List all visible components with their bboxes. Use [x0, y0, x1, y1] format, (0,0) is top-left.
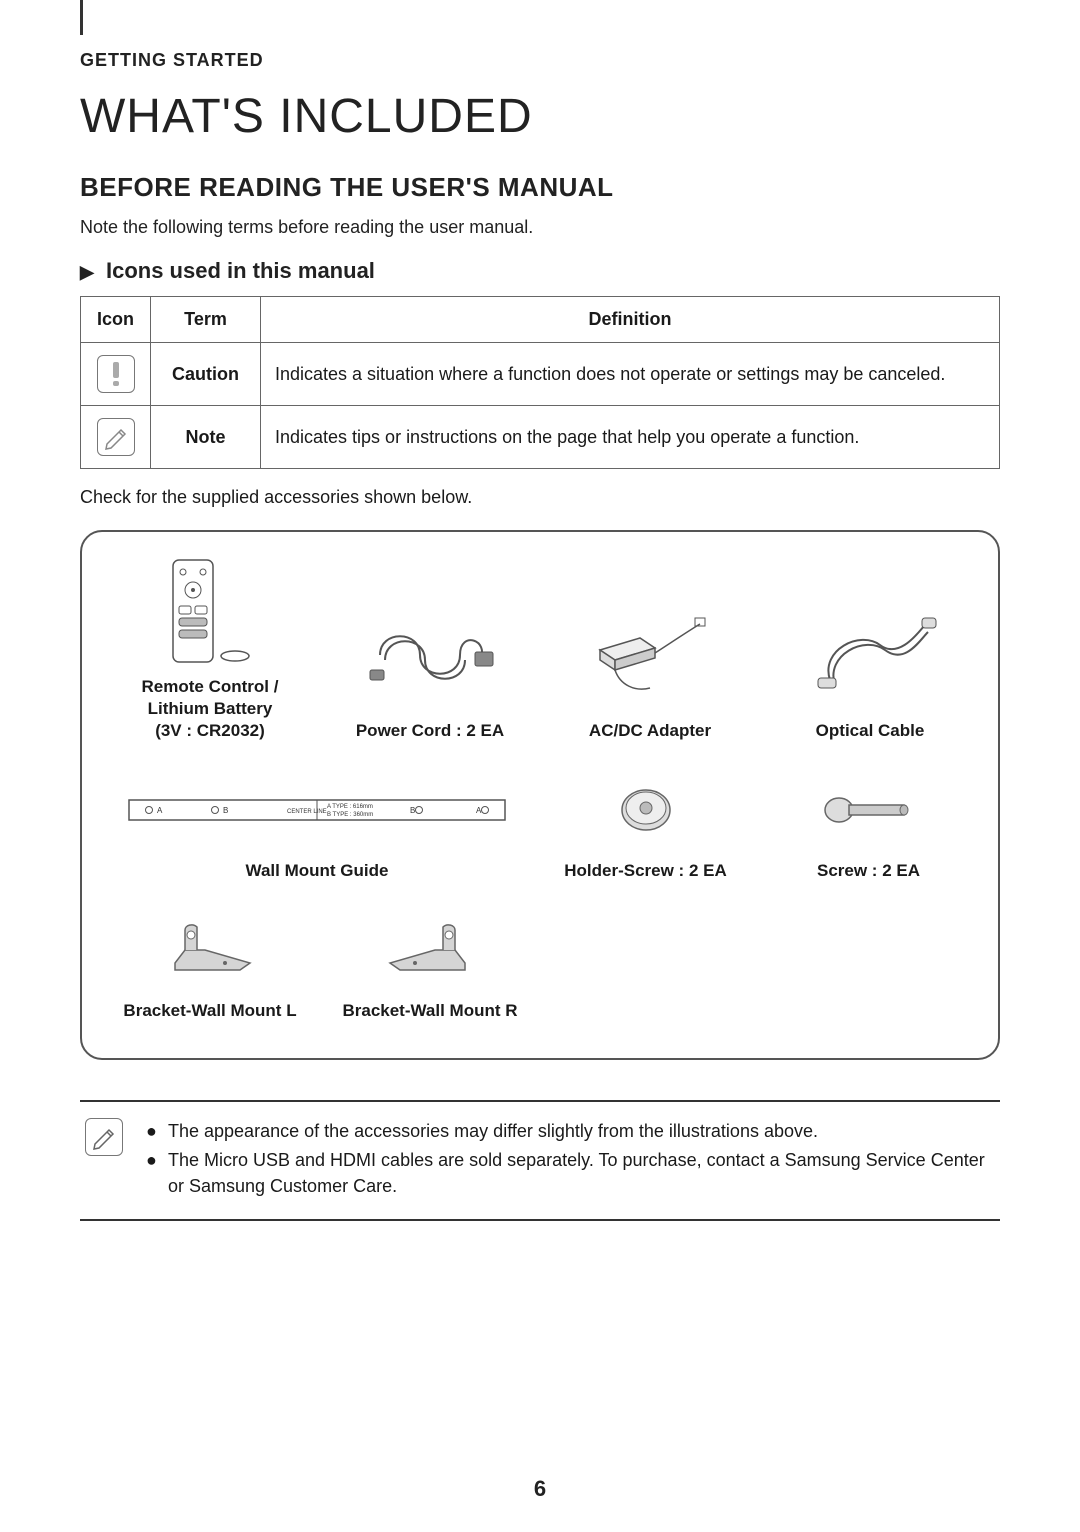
svg-text:B: B	[410, 806, 415, 815]
power-cord-label: Power Cord : 2 EA	[356, 720, 504, 742]
accessory-adapter: AC/DC Adapter	[540, 596, 760, 746]
note-def: Indicates tips or instructions on the pa…	[261, 406, 1000, 469]
svg-text:A: A	[157, 806, 163, 815]
accessory-bracket-r: Bracket-Wall Mount R	[320, 906, 540, 1026]
bracket-r-icon	[326, 910, 534, 990]
accessories-box: Remote Control / Lithium Battery (3V : C…	[80, 530, 1000, 1060]
note-block: ●The appearance of the accessories may d…	[80, 1100, 1000, 1220]
caution-icon-cell	[81, 343, 151, 406]
note-icon	[85, 1118, 123, 1156]
note-text: ●The appearance of the accessories may d…	[146, 1118, 1000, 1200]
accessories-row-3: Bracket-Wall Mount L Bracket-Wall Mount …	[100, 906, 980, 1026]
th-icon: Icon	[81, 297, 151, 343]
accessory-optical-cable: Optical Cable	[760, 596, 980, 746]
accessory-screw: Screw : 2 EA	[757, 766, 980, 886]
optical-cable-icon	[766, 600, 974, 710]
note-bullet-1: The appearance of the accessories may di…	[168, 1118, 818, 1144]
optical-cable-label: Optical Cable	[816, 720, 925, 742]
power-cord-icon	[326, 600, 534, 710]
wall-mount-guide-label: Wall Mount Guide	[246, 860, 389, 882]
svg-text:A: A	[476, 806, 482, 815]
accessory-remote: Remote Control / Lithium Battery (3V : C…	[100, 552, 320, 746]
remote-label: Remote Control / Lithium Battery (3V : C…	[142, 676, 279, 742]
accessories-row-1: Remote Control / Lithium Battery (3V : C…	[100, 552, 980, 746]
th-definition: Definition	[261, 297, 1000, 343]
adapter-icon	[546, 600, 754, 710]
svg-text:CENTER LINE: CENTER LINE	[287, 809, 327, 815]
accessory-holder-screw: Holder-Screw : 2 EA	[534, 766, 757, 886]
empty-cell	[760, 1018, 980, 1026]
accessory-power-cord: Power Cord : 2 EA	[320, 596, 540, 746]
svg-text:B: B	[223, 806, 228, 815]
note-icon-cell	[81, 406, 151, 469]
adapter-label: AC/DC Adapter	[589, 720, 711, 742]
note-bullet-2: The Micro USB and HDMI cables are sold s…	[168, 1147, 1000, 1199]
svg-text:A TYPE : 616mm: A TYPE : 616mm	[327, 804, 373, 810]
caution-term: Caution	[151, 343, 261, 406]
section-label: GETTING STARTED	[80, 50, 1000, 71]
intro-text: Note the following terms before reading …	[80, 217, 1000, 238]
page-number: 6	[0, 1476, 1080, 1502]
accessory-wall-mount-guide: A B CENTER LINE A TYPE : 616mm B TYPE : …	[100, 766, 534, 886]
icon-definition-table: Icon Term Definition Caution Indicates a…	[80, 296, 1000, 469]
table-row: Note Indicates tips or instructions on t…	[81, 406, 1000, 469]
icons-heading: ▶ Icons used in this manual	[80, 258, 1000, 284]
icons-heading-text: Icons used in this manual	[106, 258, 375, 283]
remote-icon	[106, 556, 314, 666]
sub-heading: BEFORE READING THE USER'S MANUAL	[80, 172, 1000, 203]
table-row: Caution Indicates a situation where a fu…	[81, 343, 1000, 406]
bracket-r-label: Bracket-Wall Mount R	[342, 1000, 517, 1022]
triangle-icon: ▶	[80, 262, 94, 282]
accessories-row-2: A B CENTER LINE A TYPE : 616mm B TYPE : …	[100, 766, 980, 886]
wall-mount-guide-icon: A B CENTER LINE A TYPE : 616mm B TYPE : …	[106, 770, 528, 850]
screw-icon	[763, 770, 974, 850]
screw-label: Screw : 2 EA	[817, 860, 920, 882]
th-term: Term	[151, 297, 261, 343]
caution-def: Indicates a situation where a function d…	[261, 343, 1000, 406]
holder-screw-icon	[540, 770, 751, 850]
svg-text:B TYPE : 360mm: B TYPE : 360mm	[327, 812, 373, 818]
note-icon	[97, 418, 135, 456]
bracket-l-label: Bracket-Wall Mount L	[123, 1000, 296, 1022]
bracket-l-icon	[106, 910, 314, 990]
empty-cell	[540, 1018, 760, 1026]
check-accessories-text: Check for the supplied accessories shown…	[80, 487, 1000, 508]
note-block-icon-col	[80, 1118, 128, 1200]
accessory-bracket-l: Bracket-Wall Mount L	[100, 906, 320, 1026]
caution-icon	[97, 355, 135, 393]
note-term: Note	[151, 406, 261, 469]
page-title: WHAT'S INCLUDED	[80, 89, 1000, 144]
holder-screw-label: Holder-Screw : 2 EA	[564, 860, 727, 882]
